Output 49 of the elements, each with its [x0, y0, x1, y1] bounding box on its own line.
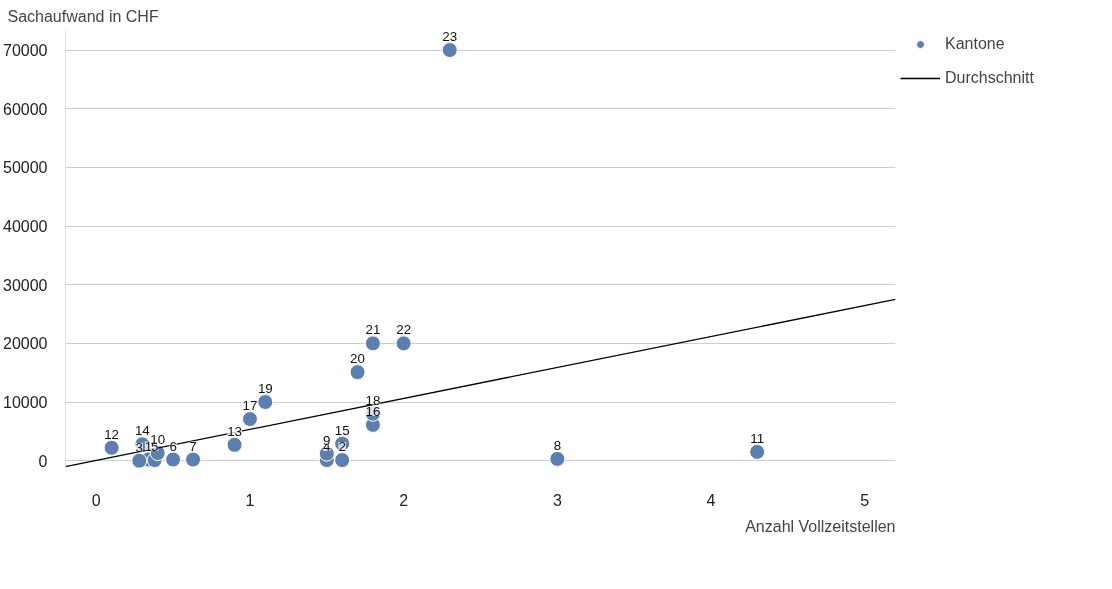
y-tick-label: 10000 [3, 394, 48, 412]
annotation: 7 [189, 438, 197, 454]
y-tick-label: 50000 [3, 159, 48, 177]
y-tick-label: 60000 [3, 100, 48, 118]
point [226, 436, 243, 453]
annotation: 6 [169, 438, 177, 454]
x-tick-label: 1 [245, 491, 255, 509]
point [185, 451, 202, 468]
y-tick-label: 30000 [3, 276, 48, 294]
annotation: 23 [442, 29, 458, 45]
y-tick-label: 0 [38, 452, 48, 470]
point [241, 411, 258, 428]
x-tick-label: 0 [91, 491, 101, 509]
point [257, 394, 274, 411]
point [334, 452, 351, 469]
y-axis-title: Sachaufwand in CHF [7, 7, 159, 25]
point [349, 364, 366, 381]
y-tick-label: 40000 [3, 218, 48, 236]
annotation: 19 [257, 381, 273, 397]
y-tick-label: 20000 [3, 335, 48, 353]
x-axis-title: Anzahl Vollzeitstellen [745, 518, 896, 535]
x-tick-label: 4 [706, 491, 716, 509]
point [395, 335, 412, 352]
annotation: 13 [227, 423, 242, 439]
point [749, 443, 766, 460]
annotation: 21 [365, 322, 381, 338]
point [131, 452, 148, 469]
annotation: 1 [144, 438, 153, 454]
annotation: 12 [104, 426, 120, 442]
annotation: 20 [350, 351, 365, 367]
x-tick-label: 5 [860, 491, 870, 509]
legend-label: Durchschnitt [945, 69, 1034, 87]
annotation: 14 [134, 423, 151, 439]
x-tick-label: 3 [552, 491, 562, 509]
annotation: 3 [135, 439, 143, 455]
point [549, 450, 566, 467]
point [103, 439, 120, 456]
x-tick-label: 2 [399, 491, 409, 509]
annotation: 15 [334, 422, 350, 438]
legend-label: Kantone [945, 35, 1005, 53]
y-tick-label: 70000 [3, 42, 48, 60]
point [364, 335, 381, 352]
point [165, 451, 182, 468]
annotation: 8 [553, 437, 562, 453]
annotation: 11 [750, 430, 765, 446]
annotation: 22 [396, 322, 412, 338]
annotation: 17 [242, 398, 258, 414]
annotation: 2 [338, 439, 346, 455]
point [441, 42, 458, 59]
